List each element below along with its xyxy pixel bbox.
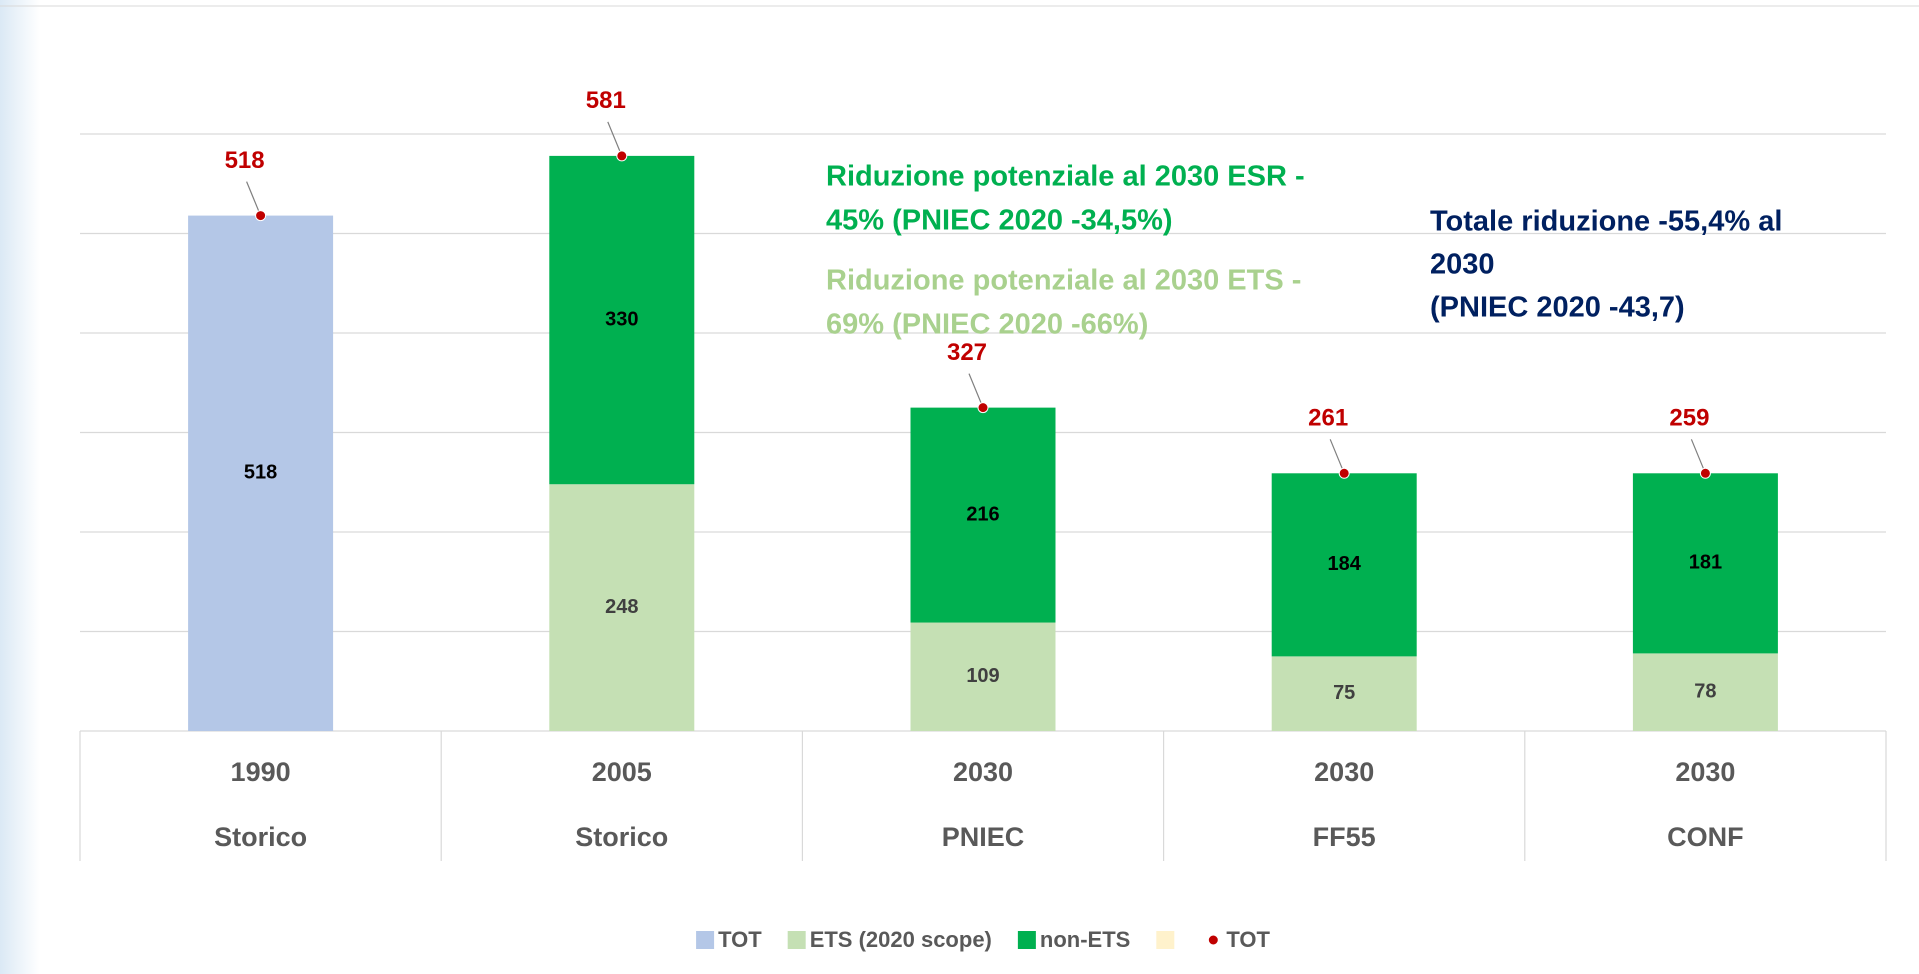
background-edge: [0, 0, 40, 974]
segment-label: 181: [1689, 552, 1722, 574]
segment-label: 109: [966, 665, 999, 687]
x-group-label: Storico: [575, 822, 668, 852]
segment-label: 216: [966, 503, 999, 525]
total-marker: [1699, 467, 1711, 479]
bar-segment: [1271, 473, 1417, 657]
legend-label: TOT: [1226, 927, 1270, 952]
total-label: 518: [225, 147, 265, 174]
total-label: 327: [947, 339, 987, 366]
legend-swatch: [696, 931, 715, 949]
segment-label: 184: [1328, 553, 1362, 575]
legend-swatch: [1156, 931, 1175, 949]
segment-label: 330: [605, 308, 638, 330]
total-marker: [977, 402, 989, 414]
x-group-label: Storico: [214, 822, 307, 852]
bar-segment: [549, 155, 695, 485]
annotation: 2030: [1430, 249, 1495, 281]
leader-line: [246, 181, 262, 216]
legend-label: TOT: [718, 927, 762, 952]
bar-segment: [188, 215, 334, 732]
segment-label: 78: [1694, 680, 1716, 702]
x-group-label: FF55: [1313, 822, 1376, 852]
leader-line: [1329, 439, 1345, 474]
legend-label: non-ETS: [1040, 927, 1130, 952]
x-tick-label: 2005: [592, 757, 652, 787]
bar-segment: [1632, 473, 1778, 654]
x-group-label: CONF: [1667, 822, 1744, 852]
x-tick-label: 2030: [1314, 757, 1374, 787]
legend-swatch: [787, 931, 806, 949]
legend-swatch: [1017, 931, 1036, 949]
bar-segment: [910, 407, 1056, 623]
total-label: 259: [1669, 405, 1709, 432]
bar-segment: [1632, 653, 1778, 731]
annotation: 45% (PNIEC 2020 -34,5%): [826, 205, 1173, 237]
x-tick-label: 1990: [231, 757, 291, 787]
annotation: (PNIEC 2020 -43,7): [1430, 292, 1685, 324]
total-marker: [255, 210, 267, 222]
total-label: 261: [1308, 405, 1348, 432]
total-marker: [1338, 467, 1350, 479]
bar-segment: [910, 622, 1056, 731]
annotation: 69% (PNIEC 2020 -66%): [826, 309, 1148, 341]
annotation: Totale riduzione -55,4% al: [1430, 206, 1782, 238]
leader-line: [968, 373, 984, 408]
segment-label: 518: [244, 462, 277, 484]
segment-label: 75: [1333, 682, 1355, 704]
x-tick-label: 2030: [1675, 757, 1735, 787]
legend-marker: [1207, 934, 1219, 946]
segment-label: 248: [605, 596, 638, 618]
total-label: 581: [586, 87, 626, 114]
bar-segment: [1271, 656, 1417, 731]
leader-line: [1690, 439, 1706, 474]
x-group-label: PNIEC: [942, 822, 1025, 852]
annotation: Riduzione potenziale al 2030 ESR -: [826, 161, 1305, 193]
total-marker: [616, 150, 628, 162]
legend-label: ETS (2020 scope): [810, 927, 992, 952]
bar-segment: [549, 484, 695, 731]
leader-line: [607, 121, 623, 157]
x-tick-label: 2030: [953, 757, 1013, 787]
annotation: Riduzione potenziale al 2030 ETS -: [826, 265, 1301, 297]
